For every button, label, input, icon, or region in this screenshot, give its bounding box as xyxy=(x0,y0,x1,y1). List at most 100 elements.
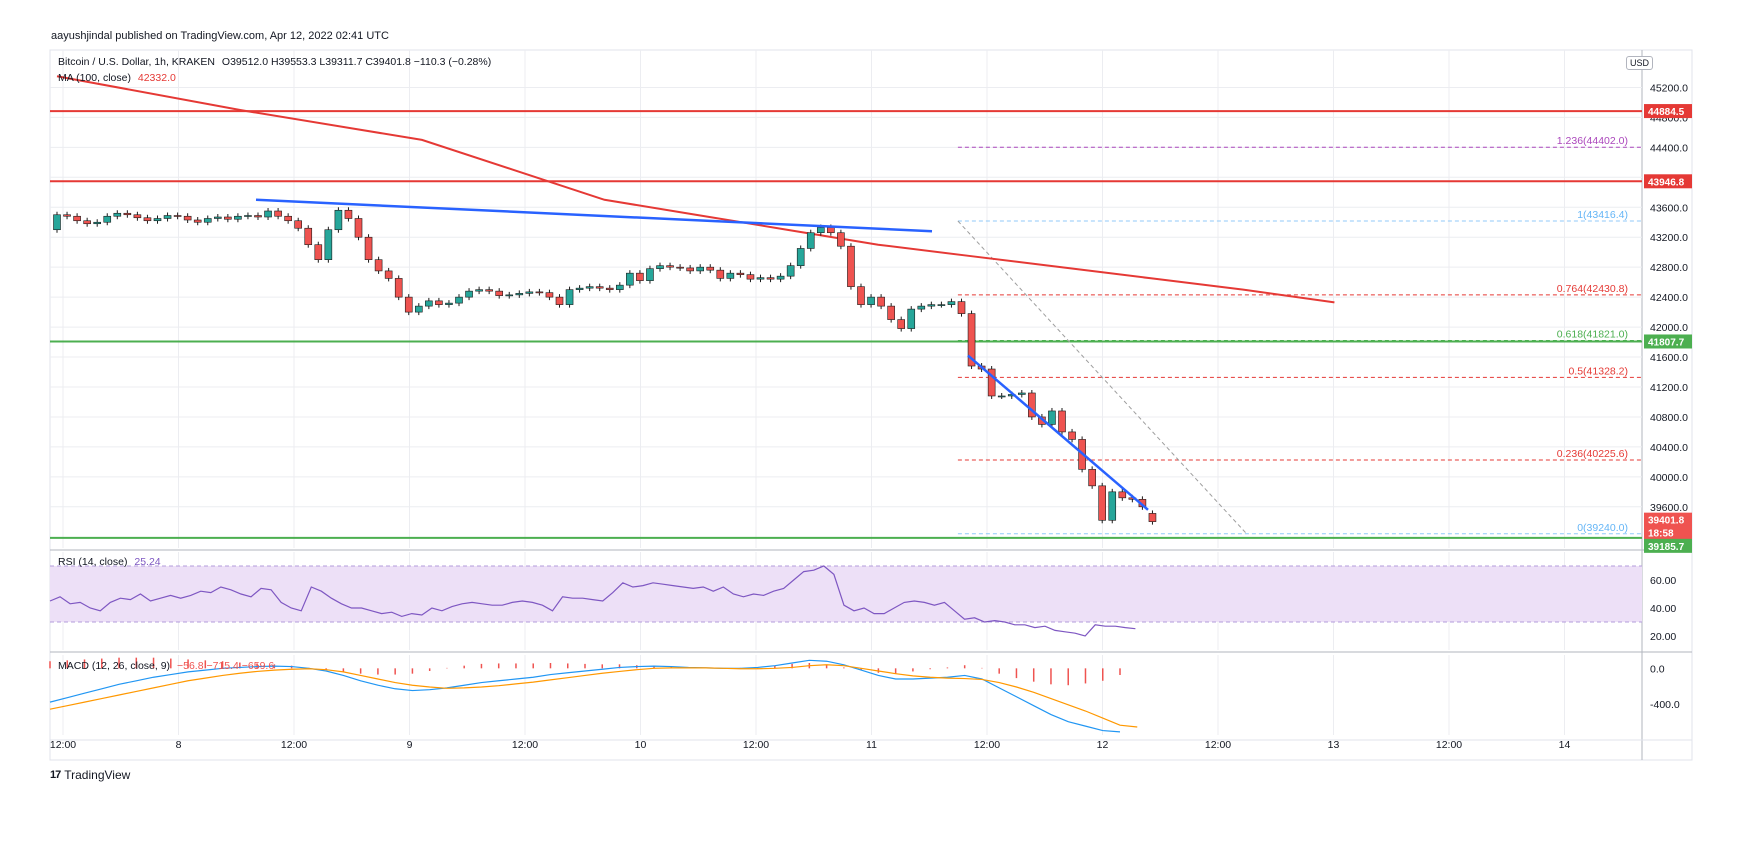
rsi-tick-label: 60.00 xyxy=(1650,575,1676,587)
signal-line xyxy=(49,664,1138,728)
macd-tick-label: 0.0 xyxy=(1650,663,1665,675)
candle-body xyxy=(103,215,112,223)
candle-body xyxy=(53,214,61,231)
price-tick-label: 43600.0 xyxy=(1650,202,1688,214)
candle-body xyxy=(435,300,443,305)
candle-body xyxy=(1118,491,1127,499)
tradingview-logo-icon: 17 xyxy=(50,769,61,781)
candle-body xyxy=(917,305,926,310)
rsi-tick-label: 40.00 xyxy=(1650,603,1676,615)
candle-body xyxy=(857,286,865,305)
candle-body xyxy=(324,229,333,260)
resistance-2-price-label-box xyxy=(1644,174,1692,189)
candle-body xyxy=(364,236,373,260)
candle-body xyxy=(967,313,976,367)
fib-level-label: 0.236(40225.6) xyxy=(1557,448,1628,460)
last-price-label: 39401.8 xyxy=(1648,516,1685,527)
candle-body xyxy=(806,232,815,249)
tradingview-brand[interactable]: 17 TradingView xyxy=(50,768,130,782)
candle-body xyxy=(384,270,393,279)
candle-body xyxy=(827,227,835,234)
candle-body xyxy=(636,272,644,281)
candle-body xyxy=(987,368,996,397)
candle-body xyxy=(877,296,885,307)
candle-body xyxy=(937,304,946,306)
candle-body xyxy=(394,278,403,298)
price-tick-label: 40000.0 xyxy=(1650,472,1688,484)
candle-body xyxy=(776,275,785,280)
support-2-price-label: 39185.7 xyxy=(1648,542,1685,553)
rsi-line xyxy=(49,565,1136,637)
currency-badge[interactable]: USD xyxy=(1626,56,1654,70)
candle-body xyxy=(1028,392,1036,418)
support-1-price-label: 41807.7 xyxy=(1648,337,1685,348)
candle-body xyxy=(214,216,222,219)
last-price-label-box xyxy=(1644,512,1692,527)
candle-body xyxy=(545,292,554,298)
candle-body xyxy=(907,308,916,329)
candle-body xyxy=(1108,491,1117,521)
candle-body xyxy=(756,277,765,280)
candle-body xyxy=(414,305,423,313)
candle-body xyxy=(766,277,775,280)
macd-tick-label: -400.0 xyxy=(1650,699,1680,711)
time-tick-label: 12:00 xyxy=(50,739,76,751)
candle-body xyxy=(284,215,292,222)
time-tick-label: 13 xyxy=(1328,739,1340,751)
candle-body xyxy=(173,215,182,217)
rsi-value: 25.24 xyxy=(134,556,161,568)
rsi-label: RSI (14, close) xyxy=(58,556,128,568)
time-tick-label: 12:00 xyxy=(743,739,769,751)
candle-body xyxy=(927,304,936,307)
price-tick-label: 41200.0 xyxy=(1650,382,1688,394)
price-tick-label: 43200.0 xyxy=(1650,232,1688,244)
candle-body xyxy=(1048,410,1056,425)
candle-body xyxy=(565,289,574,305)
support-1-price-label-box xyxy=(1644,334,1692,349)
time-tick-label: 12:00 xyxy=(1205,739,1231,751)
candle-body xyxy=(847,245,855,287)
trendline xyxy=(967,354,1149,511)
ma-legend: MA (100, close) 42332.0 xyxy=(58,72,180,84)
time-tick-label: 8 xyxy=(176,739,182,751)
candle-body xyxy=(605,287,614,290)
candle-body xyxy=(93,221,101,225)
candle-body xyxy=(203,218,212,223)
candle-body xyxy=(585,286,594,289)
candle-body xyxy=(626,272,634,286)
macd-legend: MACD (12, 26, close, 9) −56.8 −715.4 −65… xyxy=(58,660,278,672)
candle-body xyxy=(947,301,956,305)
candle-body xyxy=(525,291,534,294)
candle-body xyxy=(445,302,453,305)
ma-value: 42332.0 xyxy=(137,72,176,84)
fib-level-label: 0.5(41328.2) xyxy=(1568,365,1628,377)
candle-body xyxy=(113,212,122,217)
time-tick-label: 12 xyxy=(1097,739,1109,751)
fib-level-label: 0.764(42430.8) xyxy=(1557,283,1628,295)
candle-body xyxy=(234,215,242,220)
resistance-1-price-label-box xyxy=(1644,104,1692,119)
time-tick-label: 11 xyxy=(866,739,877,751)
price-tick-label: 40400.0 xyxy=(1650,442,1688,454)
ma-label: MA (100, close) xyxy=(58,72,131,84)
candle-body xyxy=(63,214,71,217)
candle-body xyxy=(887,305,895,320)
candle-body xyxy=(183,215,192,221)
time-tick-label: 9 xyxy=(407,739,413,751)
candle-body xyxy=(666,265,674,268)
candle-body xyxy=(746,274,755,280)
candle-body xyxy=(615,284,624,290)
candle-body xyxy=(1148,513,1157,522)
candle-body xyxy=(1058,410,1066,433)
rsi-band xyxy=(50,566,1642,622)
publisher-header: aayushjindal published on TradingView.co… xyxy=(51,30,389,42)
candle-body xyxy=(374,259,383,272)
candle-body xyxy=(555,296,564,305)
candle-body xyxy=(696,266,705,272)
candle-body xyxy=(133,214,142,219)
candle-body xyxy=(485,289,493,292)
candle-body xyxy=(867,296,875,305)
price-tick-label: 42800.0 xyxy=(1650,262,1688,274)
support-2-price-label-box xyxy=(1644,538,1692,553)
